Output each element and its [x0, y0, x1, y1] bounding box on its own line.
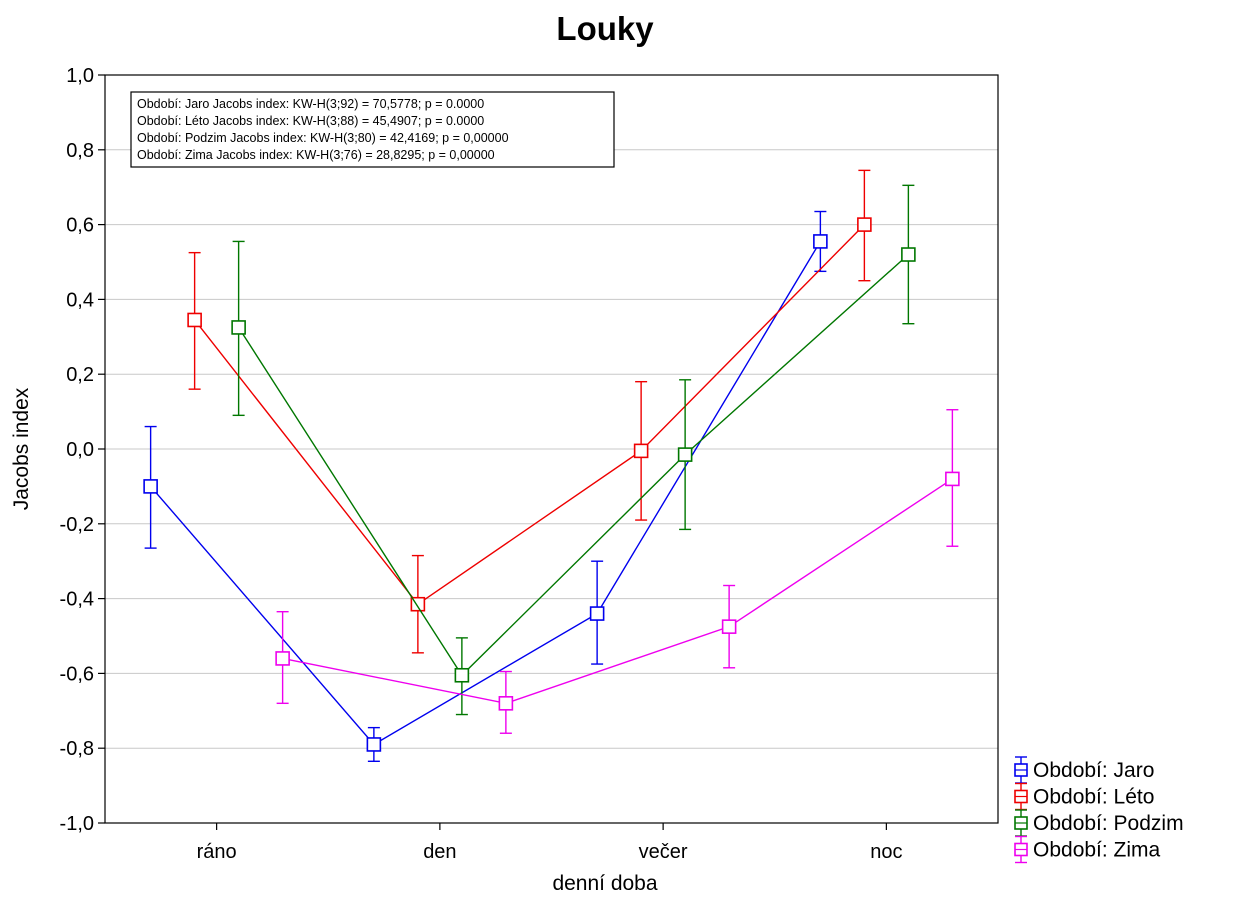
x-tick-label: ráno — [197, 841, 237, 863]
stats-line: Období: Léto Jacobs index: KW-H(3;88) = … — [137, 114, 484, 128]
data-point — [945, 471, 960, 487]
y-tick-label: 1,0 — [66, 65, 94, 87]
series-1 — [143, 210, 828, 762]
stats-line: Období: Podzim Jacobs index: KW-H(3;80) … — [137, 131, 509, 145]
y-axis: 1,0 0,8 0,6 0,4 0,2 0,0 -0,2 -0,4 -0,6 -0,8 -1,0 — [60, 65, 105, 835]
data-point — [589, 606, 605, 621]
legend-item: Období: Podzim — [1014, 809, 1184, 837]
series-4 — [275, 409, 960, 734]
grid-lines — [105, 149, 998, 749]
x-tick-label: večer — [639, 841, 688, 863]
x-axis: ráno den večer noc — [197, 823, 903, 863]
x-axis-title: denní doba — [552, 872, 657, 895]
series-line — [282, 478, 953, 705]
y-tick-label: -0,4 — [60, 589, 94, 611]
chart-title: Louky — [556, 10, 654, 47]
y-axis-title: Jacobs index — [10, 387, 33, 510]
y-tick-label: -0,6 — [60, 663, 94, 685]
series-line — [194, 224, 865, 606]
x-tick-label: noc — [870, 841, 902, 863]
stats-line: Období: Jaro Jacobs index: KW-H(3;92) = … — [137, 97, 484, 111]
y-tick-label: -1,0 — [60, 813, 94, 835]
data-point — [143, 479, 158, 494]
legend-item: Období: Zima — [1014, 835, 1161, 864]
legend: Období: Jaro Období: Léto Období: Podzim Ob… — [1014, 756, 1184, 864]
series-3 — [231, 184, 916, 716]
data-point — [633, 443, 649, 459]
y-tick-label: 0,6 — [66, 215, 94, 237]
data-point — [366, 737, 382, 752]
data-point — [677, 447, 693, 462]
data-point — [857, 217, 872, 232]
data-point — [498, 696, 514, 711]
y-tick-label: 0,8 — [66, 140, 94, 162]
stats-box-frame — [130, 91, 615, 168]
data-point — [721, 619, 737, 634]
legend-label: Období: Jaro — [1033, 759, 1154, 782]
x-tick-label: den — [423, 841, 456, 863]
stats-box: Období: Jaro Jacobs index: KW-H(3;92) = … — [130, 91, 615, 168]
data-point — [813, 234, 828, 249]
data-point — [454, 667, 470, 683]
y-tick-label: -0,2 — [60, 514, 94, 536]
y-tick-label: 0,4 — [66, 289, 94, 311]
y-tick-label: -0,8 — [60, 738, 94, 760]
y-tick-label: 0,0 — [66, 439, 94, 461]
y-tick-label: 0,2 — [66, 364, 94, 386]
series-line — [238, 253, 909, 677]
legend-label: Období: Léto — [1033, 786, 1154, 809]
data-point — [231, 320, 246, 335]
series-line — [150, 241, 821, 746]
data-point — [275, 651, 290, 666]
legend-item: Období: Jaro — [1014, 756, 1154, 784]
data-point — [187, 312, 202, 328]
legend-label: Období: Podzim — [1033, 812, 1184, 835]
series-2 — [187, 169, 872, 654]
legend-label: Období: Zima — [1033, 839, 1161, 862]
stats-line: Období: Zima Jacobs index: KW-H(3;76) = … — [137, 148, 495, 162]
series-layer — [143, 169, 960, 762]
data-point — [901, 247, 916, 262]
legend-item: Období: Léto — [1014, 782, 1154, 811]
